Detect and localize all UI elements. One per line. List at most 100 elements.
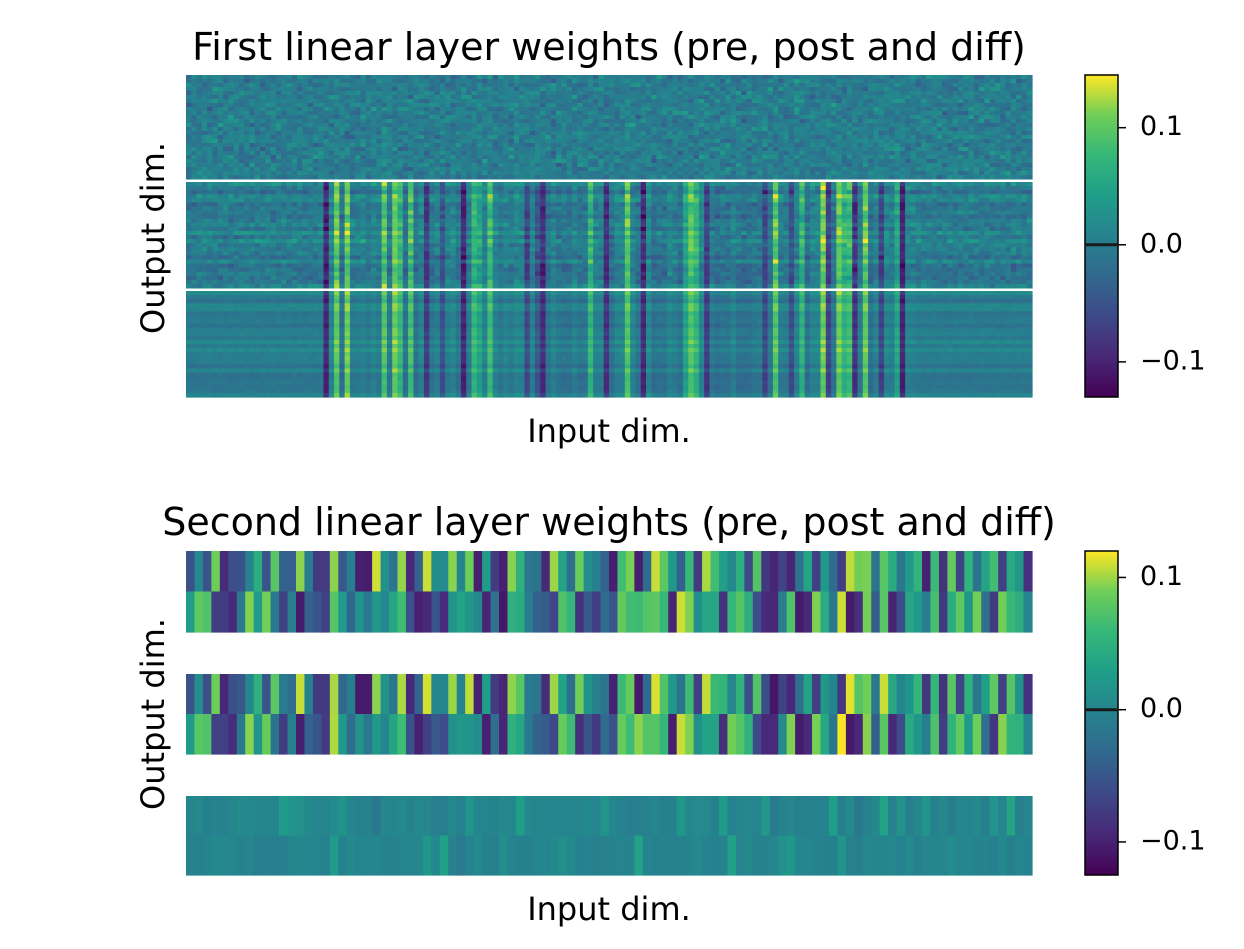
- heatmap-cell: [487, 91, 494, 96]
- heatmap-cell: [746, 83, 753, 88]
- heatmap-cell: [862, 155, 869, 160]
- heatmap-cell: [238, 167, 245, 172]
- heatmap-cell: [302, 171, 309, 176]
- heatmap-cell: [994, 79, 1001, 84]
- heatmap-cell: [899, 75, 906, 80]
- heatmap-cell: [186, 127, 192, 132]
- heatmap-cell: [767, 91, 774, 96]
- heatmap-cell: [249, 115, 256, 120]
- heatmap-cell: [883, 99, 890, 104]
- heatmap-cell: [741, 91, 748, 96]
- heatmap-cell: [831, 127, 837, 132]
- heatmap-cell: [878, 91, 885, 96]
- heatmap-cell: [820, 127, 827, 132]
- heatmap-cell: [920, 186, 927, 191]
- heatmap-cell: [386, 127, 393, 132]
- heatmap-cell: [307, 139, 314, 144]
- heatmap-cell: [778, 79, 785, 84]
- heatmap-cell: [757, 79, 763, 84]
- heatmap-cell: [376, 111, 383, 116]
- heatmap-cell: [286, 198, 293, 203]
- heatmap-cell: [1010, 95, 1017, 100]
- heatmap-cell: [513, 95, 520, 100]
- heatmap-cell: [524, 75, 531, 80]
- heatmap-cell: [238, 198, 245, 203]
- heatmap-cell: [291, 202, 298, 208]
- heatmap-cell: [778, 115, 785, 120]
- heatmap-cell: [841, 123, 848, 128]
- heatmap-cell: [1010, 119, 1017, 124]
- heatmap-cell: [450, 159, 457, 164]
- heatmap-cell: [328, 171, 335, 176]
- heatmap-cell: [772, 123, 779, 128]
- heatmap-cell: [883, 87, 890, 92]
- heatmap-cell: [767, 131, 774, 136]
- heatmap-cell: [846, 75, 853, 80]
- heatmap-cell: [265, 198, 272, 203]
- heatmap-cell: [846, 186, 853, 191]
- heatmap-cell: [735, 171, 742, 176]
- heatmap-cell: [720, 151, 726, 156]
- heatmap-cell: [593, 103, 600, 108]
- heatmap-cell: [862, 163, 869, 168]
- heatmap-cell: [577, 143, 584, 148]
- heatmap-cell: [228, 139, 235, 144]
- heatmap-cell: [609, 115, 615, 120]
- heatmap-cell: [852, 99, 859, 104]
- heatmap-cell: [635, 151, 642, 156]
- heatmap-cell: [455, 91, 462, 96]
- heatmap-cell: [820, 198, 827, 203]
- heatmap-cell: [349, 95, 356, 100]
- heatmap-cell: [994, 167, 1001, 172]
- heatmap-cell: [772, 190, 779, 195]
- heatmap-cell: [672, 151, 679, 156]
- heatmap-cell: [698, 155, 705, 160]
- heatmap-cell: [545, 103, 552, 108]
- heatmap-cell: [630, 111, 637, 116]
- heatmap-cell: [661, 79, 668, 84]
- heatmap-cell: [624, 182, 631, 187]
- heatmap-cell: [973, 151, 980, 156]
- heatmap-cell: [201, 107, 208, 112]
- heatmap-cell: [529, 99, 536, 104]
- heatmap-cell: [503, 111, 510, 116]
- heatmap-cell: [207, 155, 214, 160]
- heatmap-cell: [984, 111, 991, 116]
- heatmap-cell: [609, 186, 615, 191]
- heatmap-cell: [312, 186, 319, 191]
- heatmap-cell: [936, 198, 943, 203]
- heatmap-cell: [809, 87, 816, 92]
- heatmap-cell: [878, 194, 885, 199]
- heatmap-cell: [778, 190, 785, 195]
- heatmap-cell: [804, 87, 811, 92]
- heatmap-cell: [725, 151, 732, 156]
- heatmap-cell: [915, 186, 922, 191]
- heatmap-cell: [968, 75, 975, 80]
- chart-1-title: First linear layer weights (pre, post an…: [192, 25, 1026, 69]
- heatmap-cell: [831, 119, 837, 124]
- heatmap-cell: [328, 147, 335, 152]
- heatmap-cell: [820, 171, 827, 176]
- heatmap-cell: [423, 119, 430, 124]
- heatmap-cell: [471, 151, 478, 156]
- heatmap-cell: [519, 127, 525, 132]
- heatmap-cell: [260, 115, 266, 120]
- heatmap-cell: [1026, 123, 1033, 128]
- heatmap-cell: [957, 75, 964, 80]
- heatmap-cell: [445, 159, 451, 164]
- heatmap-cell: [492, 159, 499, 164]
- heatmap-cell: [217, 95, 224, 100]
- heatmap-cell: [508, 79, 515, 84]
- heatmap-cell: [799, 151, 806, 156]
- heatmap-cell: [957, 103, 964, 108]
- heatmap-cell: [868, 135, 874, 140]
- heatmap-cell: [566, 175, 573, 180]
- heatmap-cell: [825, 159, 832, 164]
- heatmap-cell: [402, 163, 409, 168]
- heatmap-cell: [550, 95, 557, 100]
- heatmap-cell: [508, 190, 515, 195]
- heatmap-cell: [445, 79, 451, 84]
- heatmap-cell: [735, 175, 742, 180]
- heatmap-cell: [392, 147, 399, 152]
- heatmap-cell: [534, 95, 541, 100]
